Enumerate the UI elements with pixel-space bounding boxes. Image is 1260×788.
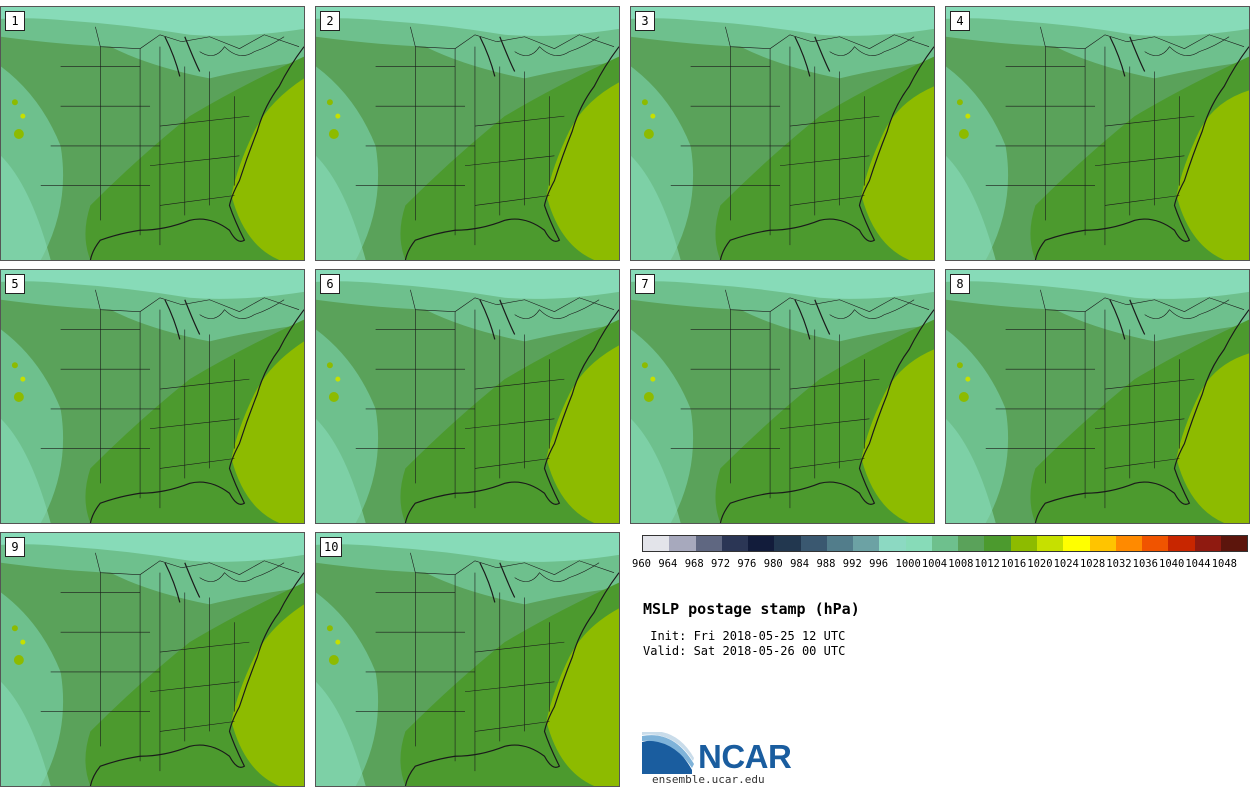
colorbar-tick-label: 1000 [895, 558, 921, 570]
colorbar-tick-label: 968 [684, 558, 704, 570]
colorbar-swatch [721, 536, 749, 551]
colorbar-swatch [1142, 536, 1169, 551]
member-panel-10: 10 [315, 532, 620, 787]
init-time: Init: Fri 2018-05-25 12 UTC [643, 629, 846, 643]
colorbar-swatch [958, 536, 985, 551]
member-panel-4: 4 [945, 6, 1250, 261]
member-panel-2: 2 [315, 6, 620, 261]
colorbar-tick-label: 1028 [1079, 558, 1106, 570]
colorbar-tick-label: 976 [737, 558, 757, 570]
colorbar-swatch [1063, 536, 1090, 551]
colorbar-swatch [774, 536, 801, 551]
member-panel-5: 5 [0, 269, 305, 524]
member-number-label: 6 [320, 274, 340, 294]
colorbar-tick-label: 1016 [1000, 558, 1027, 570]
colorbar-swatch [826, 536, 854, 551]
colorbar-swatch [800, 536, 827, 551]
colorbar-tick-label: 1024 [1053, 558, 1079, 570]
member-panel-7: 7 [630, 269, 935, 524]
colorbar-tick-label: 996 [869, 558, 889, 570]
member-panel-1: 1 [0, 6, 305, 261]
colorbar-tick-label: 992 [842, 558, 862, 570]
colorbar-swatch [853, 536, 880, 551]
colorbar-swatch [669, 536, 696, 551]
member-number-label: 4 [950, 11, 970, 31]
colorbar-swatch [643, 536, 670, 551]
colorbar-tick-label: 988 [816, 558, 836, 570]
colorbar-tick-label: 1004 [921, 558, 948, 570]
member-number-label: 3 [635, 11, 655, 31]
colorbar-swatch [931, 536, 959, 551]
member-panel-9: 9 [0, 532, 305, 787]
colorbar-tick-label: 972 [711, 558, 731, 570]
colorbar-swatch [905, 536, 932, 551]
member-number-label: 5 [5, 274, 25, 294]
member-panel-3: 3 [630, 6, 935, 261]
chart-title: MSLP postage stamp (hPa) [643, 600, 860, 618]
ncar-swoosh-icon [642, 732, 694, 774]
colorbar-swatch [695, 536, 722, 551]
colorbar-tick-label: 1012 [974, 558, 1000, 570]
colorbar-swatch [984, 536, 1011, 551]
colorbar-swatch [1168, 536, 1195, 551]
valid-time: Valid: Sat 2018-05-26 00 UTC [643, 644, 846, 658]
colorbar-swatch [1115, 536, 1143, 551]
member-number-label: 1 [5, 11, 25, 31]
colorbar-tick-label: 1036 [1132, 558, 1158, 570]
member-number-label: 9 [5, 537, 25, 557]
ncar-logo[interactable]: NCAR ensemble.ucar.edu [642, 730, 802, 788]
colorbar-swatch [1010, 536, 1037, 551]
pressure-colorbar [642, 535, 1248, 552]
colorbar-swatch [748, 536, 775, 551]
colorbar-tick-label: 984 [790, 558, 810, 570]
colorbar-swatch [1036, 536, 1064, 551]
colorbar-tick-labels: 960 964 968 972 976 980 984 988 992 996 1000 1004 10… [632, 558, 1252, 572]
colorbar-swatch [1194, 536, 1221, 551]
colorbar-tick-label: 1008 [948, 558, 974, 570]
ncar-wordmark: NCAR [698, 738, 792, 775]
member-number-label: 2 [320, 11, 340, 31]
colorbar-tick-label: 1032 [1106, 558, 1132, 570]
colorbar-tick-label: 960 [632, 558, 651, 570]
colorbar-swatch [1089, 536, 1116, 551]
member-number-label: 7 [635, 274, 655, 294]
colorbar-tick-label: 1048 [1211, 558, 1237, 570]
colorbar-tick-label: 1020 [1027, 558, 1053, 570]
colorbar-tick-label: 980 [763, 558, 783, 570]
colorbar-tick-label: 964 [658, 558, 678, 570]
member-panel-8: 8 [945, 269, 1250, 524]
member-panel-6: 6 [315, 269, 620, 524]
member-number-label: 8 [950, 274, 970, 294]
member-number-label: 10 [320, 537, 343, 557]
colorbar-swatch [879, 536, 906, 551]
colorbar-tick-label: 1040 [1159, 558, 1185, 570]
colorbar-swatch [1220, 536, 1248, 551]
ensemble-url: ensemble.ucar.edu [652, 773, 765, 786]
colorbar-tick-label: 1044 [1185, 558, 1211, 570]
